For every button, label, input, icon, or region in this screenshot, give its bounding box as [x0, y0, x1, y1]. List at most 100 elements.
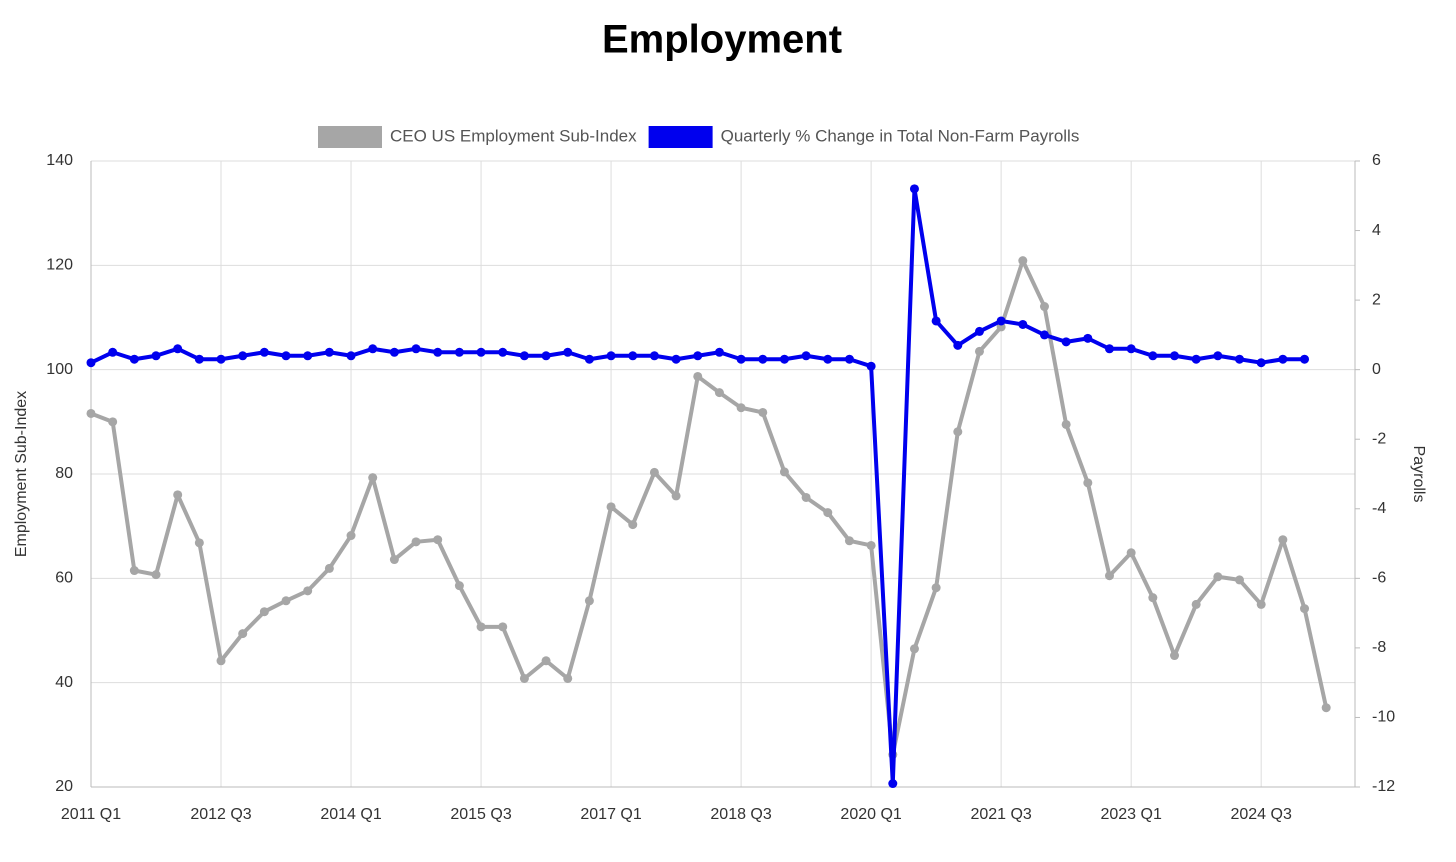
chart-title: Employment	[602, 18, 842, 62]
point	[606, 351, 616, 361]
point	[649, 351, 659, 361]
y2-tick-label: -4	[1372, 500, 1386, 517]
point	[108, 347, 118, 357]
point	[563, 673, 573, 683]
point	[1256, 358, 1266, 368]
legend-label: Quarterly % Change in Total Non-Farm Pay…	[721, 126, 1080, 145]
point	[1170, 651, 1179, 661]
point	[454, 581, 464, 591]
x-tick-label: 2015 Q3	[450, 806, 511, 823]
point	[476, 622, 486, 632]
y2-tick-label: -10	[1372, 709, 1395, 726]
point	[1300, 604, 1310, 614]
y-tick-label: 20	[55, 778, 73, 795]
point	[454, 347, 464, 357]
point	[714, 347, 724, 357]
x-tick-label: 2017 Q1	[580, 806, 641, 823]
point	[303, 351, 313, 361]
point	[281, 351, 291, 361]
point	[996, 316, 1006, 326]
legend-swatch	[648, 126, 713, 148]
point	[151, 351, 161, 361]
point	[1061, 419, 1071, 429]
point	[324, 347, 334, 357]
point	[1104, 344, 1114, 354]
point	[779, 467, 789, 477]
point	[216, 354, 226, 364]
point	[888, 779, 898, 789]
y2-tick-label: -2	[1372, 430, 1386, 447]
point	[823, 508, 833, 518]
point	[1278, 535, 1288, 545]
point	[259, 607, 269, 617]
point	[931, 583, 941, 593]
point	[86, 408, 96, 418]
point	[389, 555, 399, 565]
point	[1191, 599, 1201, 609]
y-tick-label: 120	[46, 257, 73, 274]
point	[974, 346, 984, 356]
point	[1235, 354, 1245, 364]
point	[86, 358, 96, 368]
point	[1278, 354, 1288, 364]
point	[129, 566, 139, 576]
point	[931, 316, 941, 326]
point	[649, 467, 659, 477]
point	[1170, 351, 1179, 361]
point	[628, 351, 638, 361]
point	[758, 407, 768, 417]
point	[238, 351, 248, 361]
point	[844, 354, 854, 364]
point	[584, 354, 594, 364]
point	[563, 347, 573, 357]
y2-tick-label: -6	[1372, 570, 1386, 587]
y2-tick-label: -8	[1372, 639, 1386, 656]
point	[693, 371, 703, 381]
point	[1061, 337, 1071, 347]
y-axis-label: Employment Sub-Index	[13, 391, 30, 557]
point	[129, 354, 139, 364]
y-tick-label: 100	[46, 361, 73, 378]
point	[411, 344, 421, 354]
y2-tick-label: 0	[1372, 361, 1381, 378]
point	[801, 492, 811, 502]
point	[519, 351, 529, 361]
point	[216, 656, 226, 666]
x-tick-label: 2011 Q1	[61, 806, 121, 823]
legend-swatch	[318, 126, 382, 148]
x-tick-label: 2024 Q3	[1230, 806, 1291, 823]
point	[844, 536, 854, 546]
point	[368, 473, 378, 483]
point	[541, 656, 551, 666]
point	[1148, 593, 1158, 603]
point	[1104, 571, 1114, 581]
point	[411, 537, 421, 547]
series-line	[90, 186, 1305, 786]
x-tick-label: 2020 Q1	[840, 806, 901, 823]
point	[1018, 319, 1028, 329]
point	[1126, 344, 1136, 354]
point	[714, 388, 724, 398]
x-tick-label: 2021 Q3	[970, 806, 1031, 823]
point	[1148, 351, 1158, 361]
point	[1083, 478, 1093, 488]
y2-tick-label: 2	[1372, 291, 1381, 308]
point	[758, 354, 768, 364]
point	[909, 644, 919, 654]
point	[671, 354, 681, 364]
point	[1213, 351, 1223, 361]
point	[606, 502, 616, 512]
point	[693, 351, 703, 361]
point	[194, 354, 204, 364]
x-tick-label: 2018 Q3	[710, 806, 771, 823]
y2-tick-label: 4	[1372, 222, 1381, 239]
point	[346, 351, 356, 361]
point	[1191, 354, 1201, 364]
point	[433, 535, 443, 545]
x-tick-label: 2012 Q3	[190, 806, 251, 823]
point	[1213, 572, 1223, 582]
point	[541, 351, 551, 361]
y-tick-label: 80	[55, 465, 73, 482]
